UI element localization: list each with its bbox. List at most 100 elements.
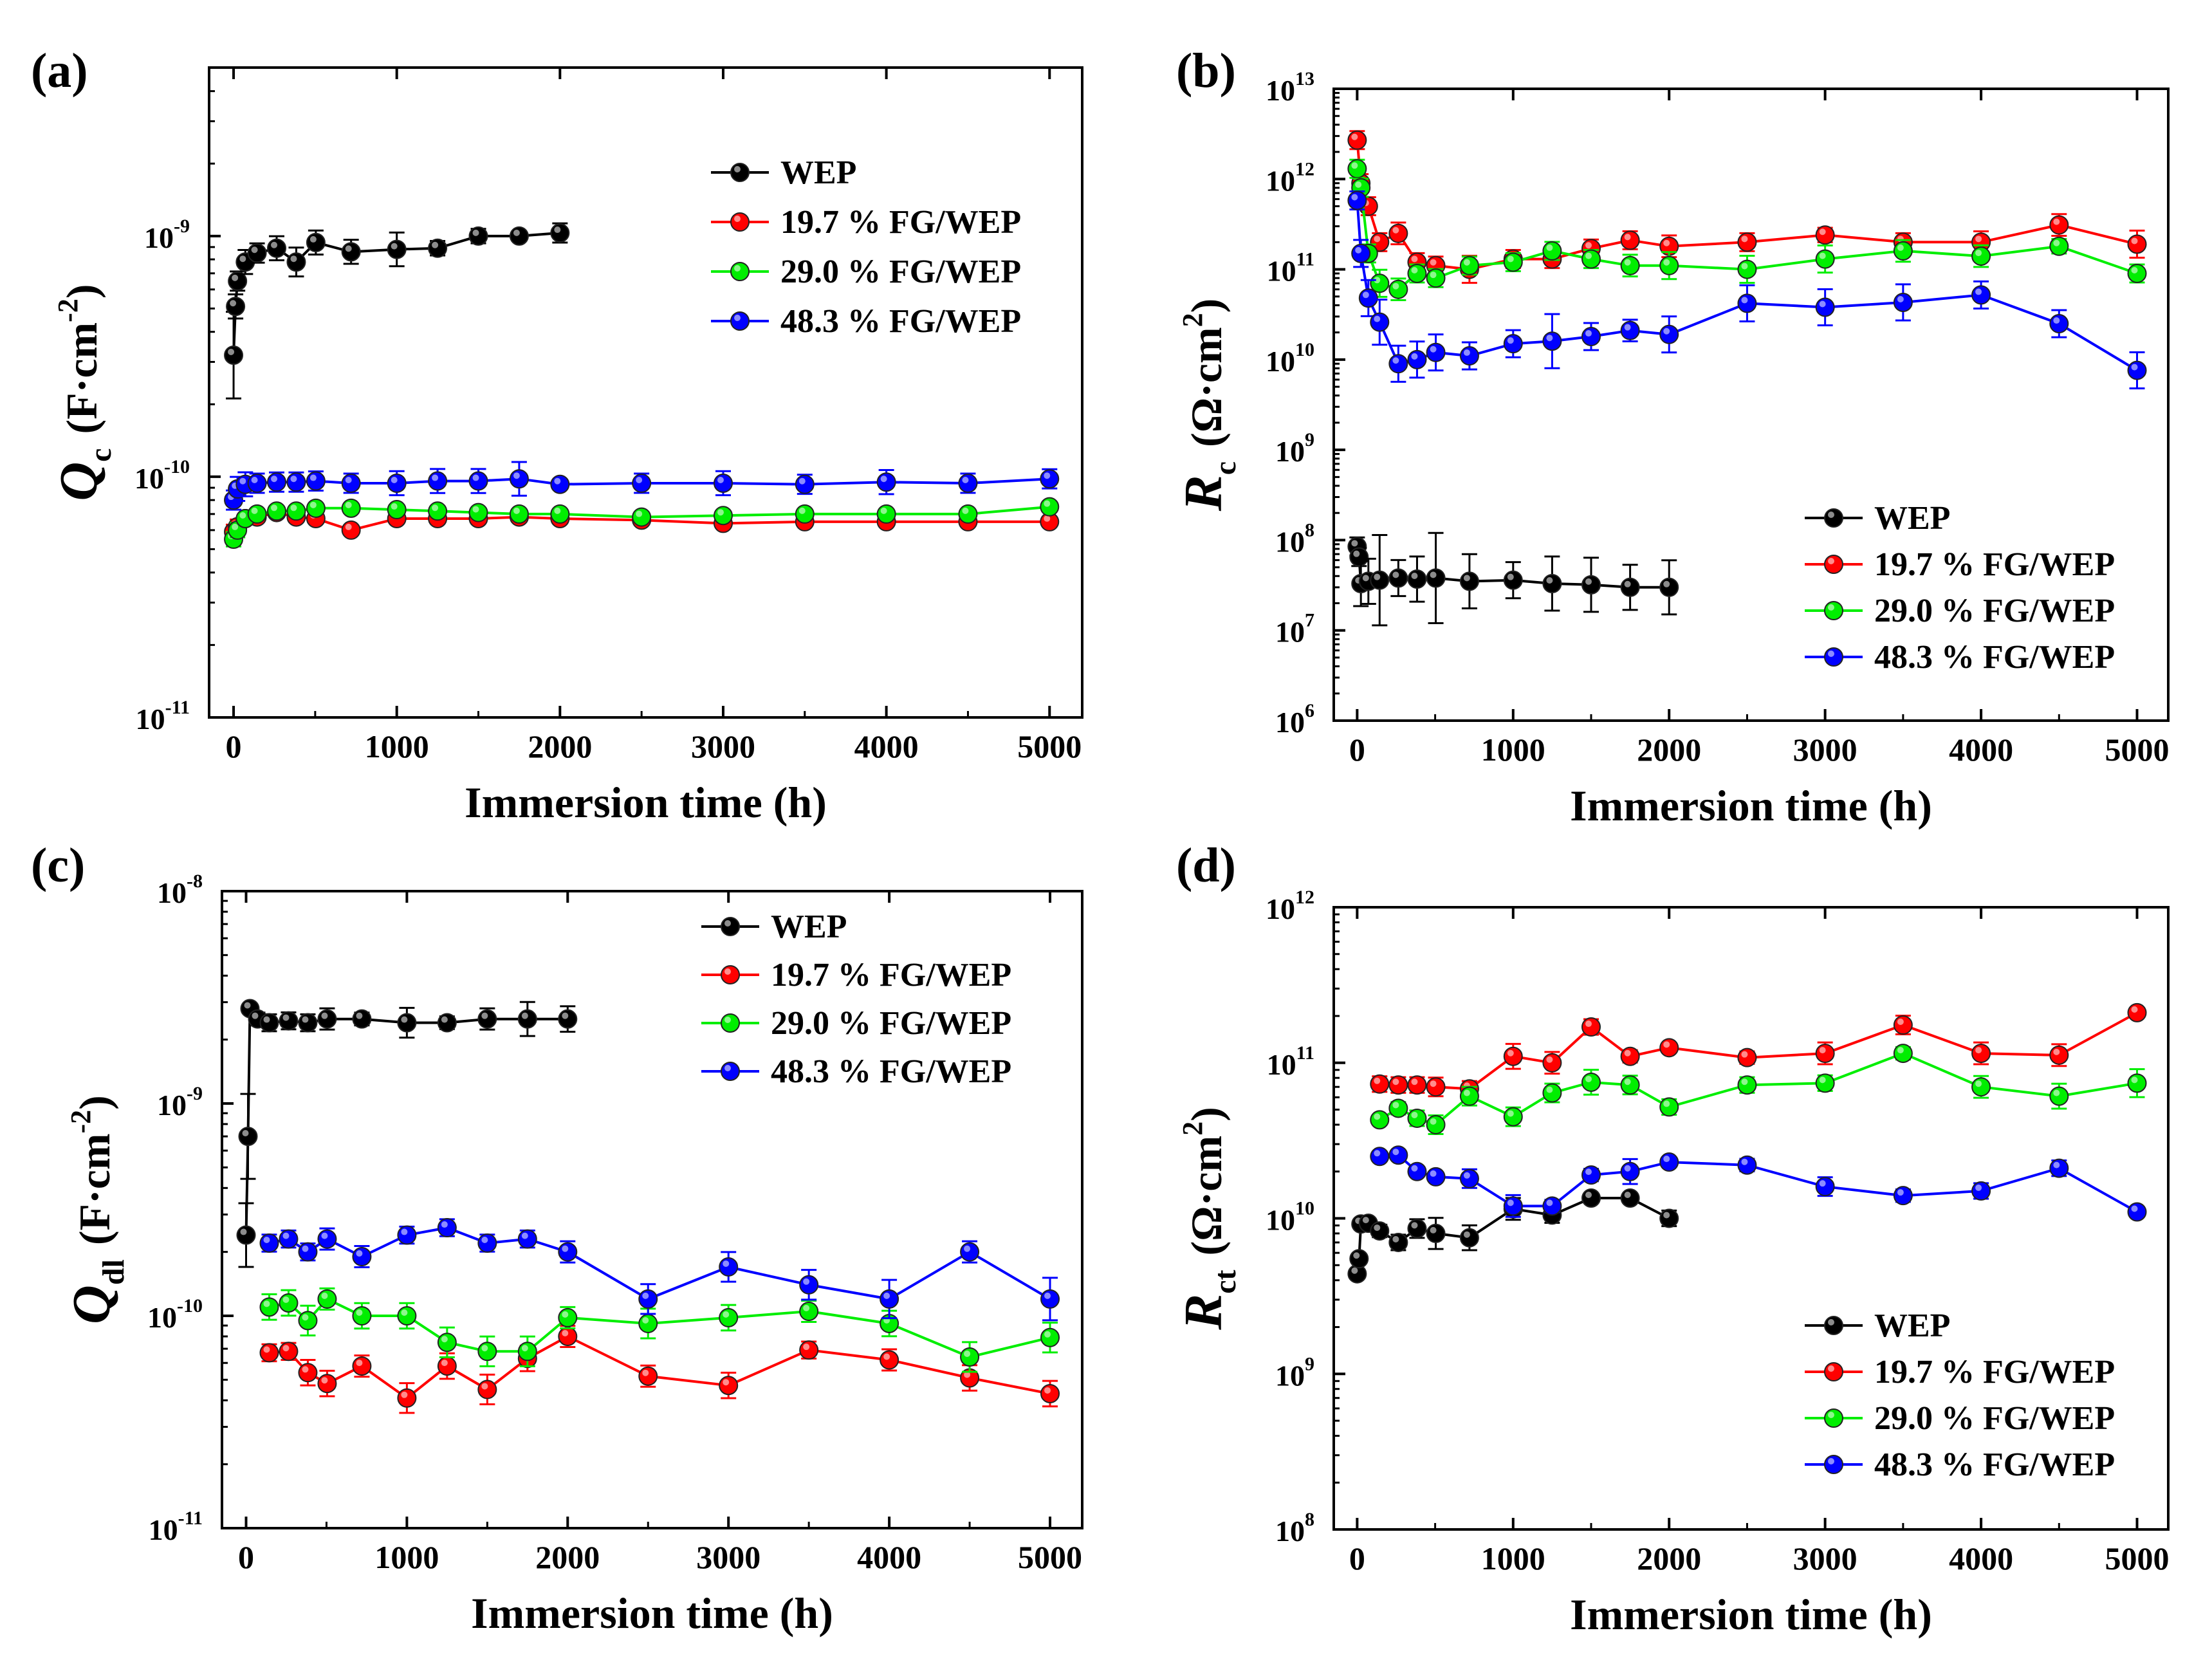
data-point [279, 1011, 299, 1031]
data-point-highlight [1585, 1191, 1592, 1198]
data-point-highlight [1362, 291, 1369, 299]
y-axis-subscript: dl [97, 1259, 131, 1285]
data-point [1737, 232, 1757, 252]
legend: WEP 19.7 % FG/WEP 29.0 % FG/WEP 48.3 % FG/W… [1805, 1307, 2115, 1483]
y-axis-label: Rc (Ω·cm2) [1174, 299, 1242, 512]
series-3 [224, 461, 1060, 511]
data-point-highlight [1355, 181, 1362, 188]
data-point [1893, 292, 1913, 312]
legend-marker-highlight [1828, 651, 1834, 657]
x-axis-label: Immersion time (h) [1570, 781, 1932, 830]
legend-marker [730, 212, 750, 232]
x-tick-label: 3000 [1793, 1540, 1857, 1576]
data-point [1426, 1077, 1446, 1097]
y-tick-base: 10 [1275, 435, 1305, 468]
data-point-highlight [883, 1292, 890, 1299]
data-point-highlight [321, 1377, 328, 1384]
data-point [1347, 130, 1367, 150]
legend-marker-highlight [734, 265, 741, 272]
data-point-highlight [1411, 266, 1418, 273]
data-point [298, 1242, 318, 1262]
data-point-highlight [1392, 282, 1399, 290]
data-point-highlight [1374, 1224, 1381, 1232]
legend-entry: 19.7 % FG/WEP [780, 204, 1021, 241]
legend-marker [1824, 647, 1843, 667]
y-tick-exponent: 11 [1296, 249, 1314, 270]
y-tick-label: 1011 [1267, 249, 1314, 288]
data-point [1358, 288, 1378, 308]
data-point [880, 1289, 899, 1309]
data-point [1388, 568, 1408, 588]
x-axis-label: Immersion time (h) [1570, 1590, 1932, 1639]
data-point [2127, 1002, 2147, 1022]
data-point [352, 1247, 372, 1267]
data-point [1407, 569, 1427, 589]
legend-marker [730, 262, 750, 281]
data-point-highlight [1411, 573, 1418, 580]
data-point [306, 471, 326, 491]
x-tick-label: 0 [1349, 1540, 1365, 1576]
data-point-highlight [1663, 580, 1670, 587]
y-tick-exponent: 12 [1295, 158, 1314, 180]
data-point [1659, 1208, 1679, 1228]
data-point-highlight [1392, 357, 1399, 364]
data-point [1370, 1110, 1390, 1130]
data-point [1581, 575, 1601, 595]
data-point-highlight [1463, 349, 1470, 356]
data-point-highlight [263, 1300, 270, 1307]
y-tick-exponent: 9 [1305, 429, 1314, 450]
data-point [1407, 1075, 1427, 1095]
data-point-highlight [513, 229, 520, 236]
y-tick-base: 10 [1267, 1048, 1296, 1081]
data-point-highlight [251, 507, 258, 514]
series-line [269, 1297, 1051, 1359]
data-point-highlight [1392, 1235, 1399, 1242]
data-point [509, 226, 529, 246]
legend-marker [730, 163, 750, 182]
data-point [224, 345, 244, 365]
data-point-highlight [1663, 259, 1670, 266]
data-point-highlight [1411, 1165, 1418, 1172]
x-tick-label: 1000 [374, 1539, 439, 1575]
y-tick-exponent: -11 [165, 697, 190, 718]
y-tick-exponent: 8 [1305, 519, 1314, 540]
data-point [1581, 1165, 1601, 1185]
data-point [317, 1229, 337, 1249]
data-point-highlight [1819, 1076, 1826, 1084]
data-point [2049, 236, 2069, 256]
data-point-highlight [1362, 575, 1369, 582]
legend-marker-highlight [1828, 512, 1834, 518]
y-tick-base: 10 [1266, 1204, 1295, 1237]
data-point-highlight [1353, 550, 1360, 557]
x-tick-label: 3000 [1793, 732, 1857, 768]
data-point-highlight [302, 1016, 309, 1023]
y-axis-unit: (Ω·cm [1182, 1136, 1231, 1256]
legend-marker [1824, 508, 1843, 528]
data-point-highlight [481, 1345, 488, 1352]
legend-entry: 19.7 % FG/WEP [1874, 1354, 2115, 1390]
data-point [1347, 159, 1367, 179]
series-line [269, 1226, 1051, 1301]
data-point-highlight [1819, 1180, 1826, 1187]
data-point [1815, 297, 1835, 317]
series-0 [236, 999, 578, 1268]
data-point-highlight [2131, 237, 2138, 245]
data-point [2049, 215, 2069, 235]
data-point-highlight [521, 1232, 528, 1239]
data-point [1426, 342, 1446, 362]
y-tick-label: 1012 [1266, 158, 1314, 197]
data-point [317, 1374, 337, 1394]
data-point [397, 1225, 417, 1245]
panel-label: (c) [31, 838, 85, 892]
x-tick-label: 1000 [365, 728, 429, 764]
data-point-highlight [481, 1383, 488, 1390]
data-point-highlight [309, 501, 317, 508]
x-tick-label: 3000 [696, 1539, 760, 1575]
data-point [558, 1242, 578, 1262]
legend-entry: 48.3 % FG/WEP [1874, 639, 2115, 676]
legend-entry: 19.7 % FG/WEP [771, 957, 1011, 993]
data-point-highlight [1585, 252, 1592, 259]
y-tick-exponent: -9 [174, 216, 190, 237]
panel-b: (b) 0 1000 2000 3000 4000 5000 Immersion time (… [1174, 44, 2170, 830]
data-point [279, 1293, 299, 1313]
